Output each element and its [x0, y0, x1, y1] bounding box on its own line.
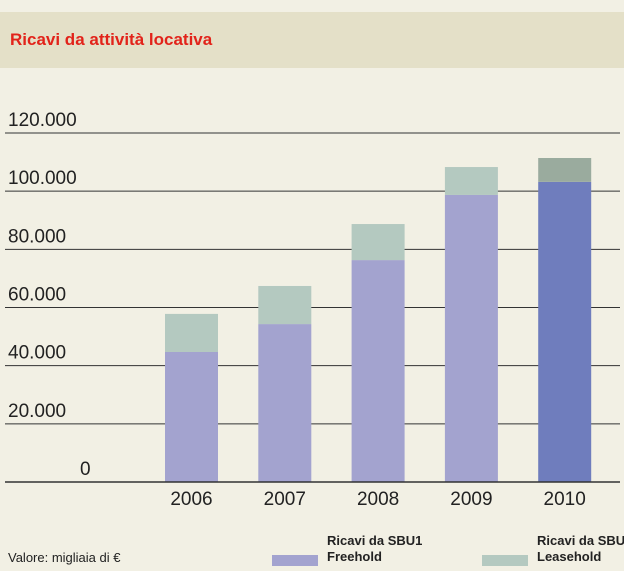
bar-segment [538, 158, 592, 182]
bar-segment [165, 313, 218, 352]
y-tick-label: 120.000 [8, 110, 77, 131]
legend-swatch [272, 555, 318, 566]
bar-segment [258, 285, 312, 325]
bar-segment [444, 167, 498, 195]
y-tick-label: 20.000 [8, 401, 66, 422]
x-tick-label: 2007 [264, 489, 306, 510]
legend-label: Ricavi da SBU1 Freehold [327, 533, 423, 564]
x-tick-label: 2009 [450, 489, 492, 510]
bar-segment [165, 351, 218, 482]
bar-segment [258, 324, 312, 482]
legend-label: Ricavi da SBU1 Leasehold [537, 533, 624, 564]
bar-segment [538, 181, 592, 483]
x-tick-label: 2006 [170, 489, 212, 510]
y-tick-label: 100.000 [8, 168, 77, 189]
bar-segment [444, 194, 498, 482]
y-tick-label: 0 [80, 459, 91, 480]
y-tick-label: 60.000 [8, 285, 66, 306]
x-tick-label: 2010 [544, 489, 586, 510]
x-tick-label: 2008 [357, 489, 399, 510]
chart-title: Ricavi da attività locativa [10, 30, 213, 49]
note: Valore: migliaia di € [8, 550, 121, 565]
legend-swatch [482, 555, 528, 566]
bar-segment [351, 260, 405, 482]
y-tick-label: 40.000 [8, 343, 66, 364]
header: Ricavi da attività locativa [0, 12, 624, 68]
y-tick-label: 80.000 [8, 226, 66, 247]
bar-segment [351, 224, 405, 261]
